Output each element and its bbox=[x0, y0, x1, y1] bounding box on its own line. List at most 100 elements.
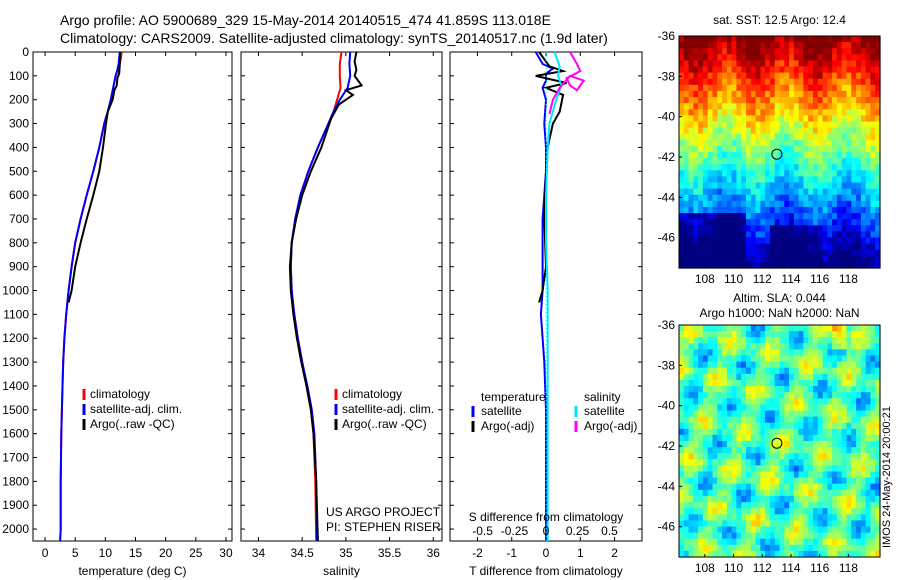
map-cell bbox=[760, 176, 766, 184]
map-cell bbox=[750, 392, 757, 399]
map-cell bbox=[741, 145, 747, 153]
map-cell bbox=[755, 447, 761, 454]
map-cell bbox=[865, 164, 871, 171]
map-cell bbox=[856, 36, 862, 43]
map-cell bbox=[875, 109, 881, 116]
map-cell bbox=[851, 434, 857, 442]
map-cell bbox=[813, 379, 819, 387]
map-cell bbox=[693, 526, 699, 534]
map-cell bbox=[789, 115, 795, 123]
map-cell bbox=[707, 447, 714, 454]
map-cell bbox=[865, 42, 871, 49]
map-cell bbox=[746, 109, 752, 116]
map-cell bbox=[793, 54, 800, 61]
map-cell bbox=[779, 428, 785, 436]
map-cell bbox=[722, 97, 728, 104]
map-cell bbox=[679, 127, 685, 135]
map-cell bbox=[746, 237, 752, 245]
map-cell bbox=[817, 379, 824, 387]
map-cell bbox=[865, 152, 871, 159]
map-cell bbox=[698, 194, 704, 202]
map-cell bbox=[875, 453, 881, 460]
map-cell bbox=[736, 520, 742, 528]
map-cell bbox=[827, 428, 833, 436]
map-cell bbox=[731, 133, 737, 141]
map-cell bbox=[726, 489, 733, 497]
map-cell bbox=[856, 550, 862, 558]
map-cell bbox=[803, 379, 809, 387]
map-cell bbox=[803, 495, 809, 503]
map-cell bbox=[865, 188, 871, 196]
map-cell bbox=[760, 532, 766, 540]
map-cell bbox=[769, 379, 776, 387]
map-cell bbox=[798, 410, 804, 418]
map-cell bbox=[827, 194, 833, 202]
map-cell bbox=[822, 78, 828, 86]
map-cell bbox=[803, 349, 809, 357]
map-cell bbox=[798, 237, 804, 245]
y-tick-label: 800 bbox=[9, 236, 29, 250]
map-cell bbox=[698, 355, 704, 363]
map-cell bbox=[769, 502, 776, 509]
map-cell bbox=[870, 379, 876, 387]
map-cell bbox=[865, 115, 871, 123]
map-cell bbox=[765, 514, 771, 521]
map-cell bbox=[698, 182, 704, 190]
map-cell bbox=[702, 337, 709, 344]
map-cell bbox=[688, 520, 694, 528]
map-cell bbox=[722, 483, 728, 491]
map-cell bbox=[832, 483, 838, 491]
map-cell bbox=[817, 508, 824, 515]
map-cell bbox=[707, 514, 714, 521]
map-cell bbox=[707, 72, 714, 80]
map-cell bbox=[717, 325, 723, 332]
map-cell bbox=[741, 453, 747, 460]
map-cell bbox=[870, 145, 876, 153]
map-cell bbox=[836, 158, 843, 165]
map-cell bbox=[707, 428, 714, 436]
map-cell bbox=[688, 325, 694, 332]
map-cell bbox=[750, 538, 757, 546]
map-cell bbox=[765, 428, 771, 436]
map-cell bbox=[836, 471, 843, 479]
map-cell bbox=[750, 158, 757, 165]
map-cell bbox=[722, 422, 728, 430]
map-cell bbox=[769, 255, 776, 263]
map-cell bbox=[836, 331, 843, 338]
map-cell bbox=[683, 453, 690, 460]
map-cell bbox=[712, 526, 718, 534]
map-cell bbox=[688, 508, 694, 515]
map-cell bbox=[860, 532, 867, 540]
map-cell bbox=[736, 225, 742, 232]
map-cell bbox=[822, 72, 828, 80]
map-cell bbox=[793, 115, 800, 123]
map-cell bbox=[717, 422, 723, 430]
map-cell bbox=[774, 337, 781, 344]
map-cell bbox=[865, 538, 871, 546]
map-cell bbox=[683, 54, 690, 61]
map-cell bbox=[865, 379, 871, 387]
map-cell bbox=[679, 115, 685, 123]
map-cell bbox=[750, 225, 757, 232]
map-cell bbox=[707, 115, 714, 123]
map-cell bbox=[822, 103, 828, 110]
map-cell bbox=[683, 361, 690, 369]
map-cell bbox=[760, 337, 766, 344]
map-cell bbox=[746, 200, 752, 208]
map-cell bbox=[817, 133, 824, 141]
map-cell bbox=[779, 502, 785, 509]
map-cell bbox=[803, 127, 809, 135]
map-cell bbox=[774, 331, 781, 338]
map-cell bbox=[736, 219, 742, 226]
map-cell bbox=[731, 103, 737, 110]
map-cell bbox=[722, 434, 728, 442]
map-cell bbox=[789, 60, 795, 68]
map-cell bbox=[870, 158, 876, 165]
map-cell bbox=[769, 213, 776, 220]
map-cell bbox=[760, 115, 766, 123]
map-cell bbox=[774, 520, 781, 528]
map-cell bbox=[813, 550, 819, 558]
map-cell bbox=[841, 170, 848, 177]
map-cell bbox=[779, 231, 785, 239]
map-cell bbox=[865, 550, 871, 558]
